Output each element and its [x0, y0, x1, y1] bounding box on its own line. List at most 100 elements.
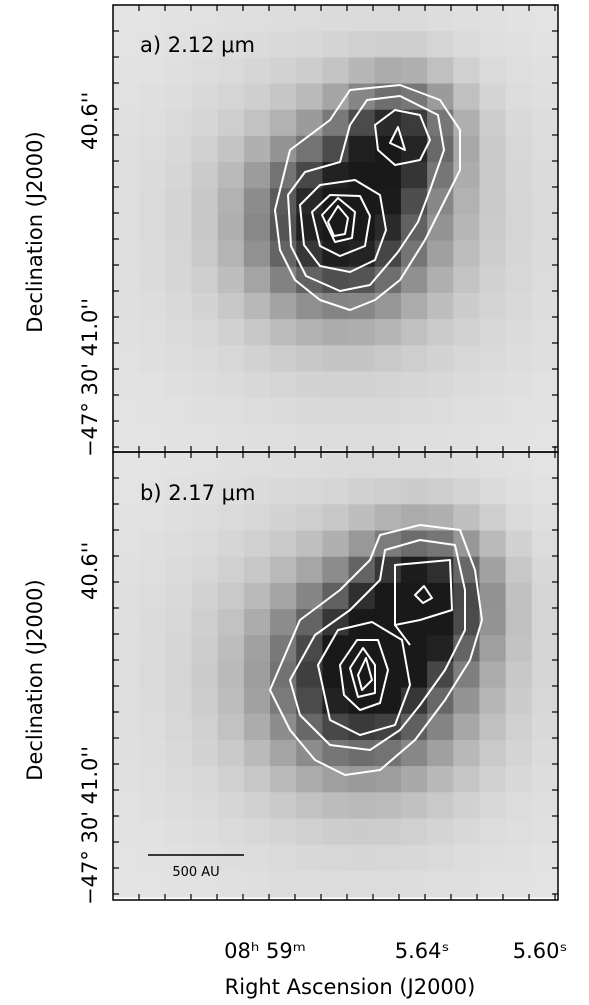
pixel [322, 345, 350, 372]
pixel [531, 135, 559, 163]
pixel [270, 83, 297, 111]
pixel [165, 766, 193, 793]
pixel [296, 292, 323, 320]
pixel [217, 188, 245, 215]
pixel [479, 31, 507, 58]
pixel [191, 478, 219, 505]
pixel [191, 214, 219, 242]
pixel [243, 530, 271, 558]
pixel [217, 635, 245, 662]
contour [394, 559, 453, 626]
pixel [427, 844, 454, 872]
pixel [113, 31, 140, 58]
pixel [505, 240, 533, 268]
pixel [217, 766, 245, 793]
pixel [348, 371, 376, 399]
pixel [270, 452, 297, 479]
pixel [505, 109, 533, 137]
pixel [479, 582, 507, 610]
pixel [505, 582, 533, 610]
pixel [296, 792, 323, 819]
pixel [505, 844, 533, 872]
pixel [191, 504, 219, 532]
pixel [165, 792, 193, 819]
pixel [374, 556, 402, 584]
contour [414, 585, 433, 604]
pixel [296, 818, 323, 846]
pixel [217, 240, 245, 268]
pixel [374, 397, 402, 425]
pixel [531, 766, 559, 793]
pixel [217, 135, 245, 163]
x-tick-label: 5.64ˢ [395, 939, 450, 963]
pixel [139, 83, 166, 111]
pixel [113, 530, 140, 558]
pixel [217, 504, 245, 532]
pixel [479, 844, 507, 872]
pixel [165, 844, 193, 872]
x-tick-label: 08ʰ 59ᵐ [224, 939, 306, 963]
pixel [217, 31, 245, 58]
pixel [165, 530, 193, 558]
pixel [531, 345, 559, 372]
pixel [296, 371, 323, 399]
pixel [113, 844, 140, 872]
pixel [243, 135, 271, 163]
pixel [191, 345, 219, 372]
pixel [113, 818, 140, 846]
pixel [113, 739, 140, 767]
pixel [165, 109, 193, 137]
pixel [113, 687, 140, 715]
pixel [427, 266, 454, 294]
contour [299, 179, 387, 273]
pixel [113, 556, 140, 584]
pixel [348, 530, 376, 558]
pixel [243, 5, 271, 32]
pixel [113, 83, 140, 111]
pixel [243, 792, 271, 819]
pixel [374, 661, 402, 689]
pixel [217, 818, 245, 846]
pixel [113, 452, 140, 479]
pixel [453, 844, 480, 872]
pixel [191, 556, 219, 584]
pixel [270, 319, 297, 346]
pixel [531, 266, 559, 294]
pixel [453, 739, 480, 767]
pixel [139, 292, 166, 320]
pixel [479, 109, 507, 137]
pixel [139, 452, 166, 479]
pixel [296, 478, 323, 505]
scale-bar-label: 500 AU [172, 865, 219, 880]
pixel [453, 345, 480, 372]
pixel [296, 162, 323, 189]
pixel [322, 214, 350, 242]
pixel [113, 635, 140, 662]
pixel [217, 478, 245, 505]
pixel [505, 319, 533, 346]
pixel [531, 739, 559, 767]
pixel [505, 266, 533, 294]
pixel [400, 371, 428, 399]
pixel [165, 57, 193, 85]
pixel [165, 240, 193, 268]
contour [339, 639, 389, 711]
pixel [531, 687, 559, 715]
pixel [296, 397, 323, 425]
pixel [400, 319, 428, 346]
pixel [165, 371, 193, 399]
pixel [191, 818, 219, 846]
pixel [243, 452, 271, 479]
pixel [165, 266, 193, 294]
pixel [165, 83, 193, 111]
pixel [479, 5, 507, 32]
pixel [322, 5, 350, 32]
pixel [531, 162, 559, 189]
pixel [479, 397, 507, 425]
y-tick-label: 40.6'' [78, 92, 102, 150]
pixel [113, 5, 140, 32]
pixel [453, 240, 480, 268]
pixel [374, 582, 402, 610]
pixel [270, 582, 297, 610]
pixel [453, 5, 480, 32]
